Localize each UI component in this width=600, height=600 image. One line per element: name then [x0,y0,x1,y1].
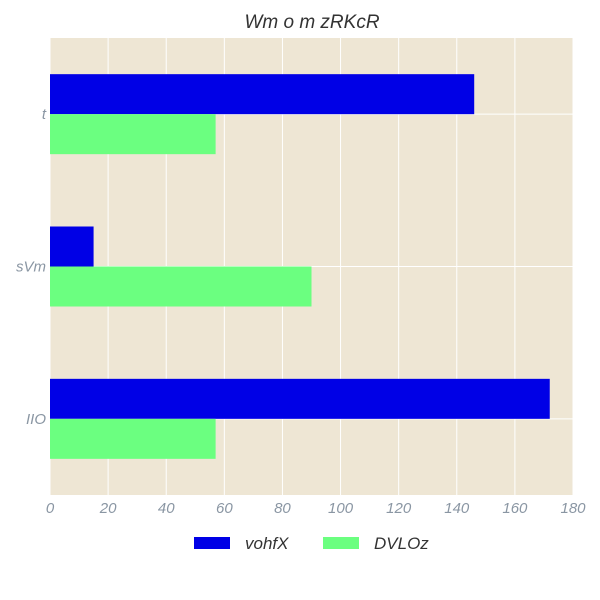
legend-swatch-DVLOz [323,537,359,549]
bar-vohfX-t [50,74,475,115]
x-tick-label: 180 [560,500,586,517]
x-tick-label: 140 [444,500,470,517]
bar-vohfX-sVm [50,226,94,267]
x-tick-label: 100 [328,500,354,517]
bar-vohfX-IIO [50,378,550,419]
x-tick-label: 40 [158,500,175,517]
x-tick-label: 20 [99,500,117,517]
y-tick-label: IIO [26,411,46,428]
bar-DVLOz-t [50,114,216,155]
y-tick-label: sVm [16,259,46,276]
legend-label-DVLOz: DVLOz [374,534,429,553]
legend-swatch-vohfX [194,537,230,549]
y-axis-ticks: t sVm IIO [16,106,47,428]
bar-DVLOz-sVm [50,266,312,307]
y-tick-label: t [42,106,47,123]
x-tick-label: 0 [46,500,55,517]
bar-DVLOz-IIO [50,418,216,459]
x-tick-label: 160 [502,500,528,517]
bars [50,74,550,459]
legend: vohfX DVLOz [194,534,429,553]
chart-title: Wm o m zRKcR [244,12,379,33]
x-axis-ticks: 0 20 40 60 80 100 120 140 160 180 [46,500,586,517]
x-tick-label: 60 [216,500,233,517]
x-tick-label: 80 [274,500,291,517]
x-tick-label: 120 [386,500,412,517]
legend-label-vohfX: vohfX [245,534,289,553]
